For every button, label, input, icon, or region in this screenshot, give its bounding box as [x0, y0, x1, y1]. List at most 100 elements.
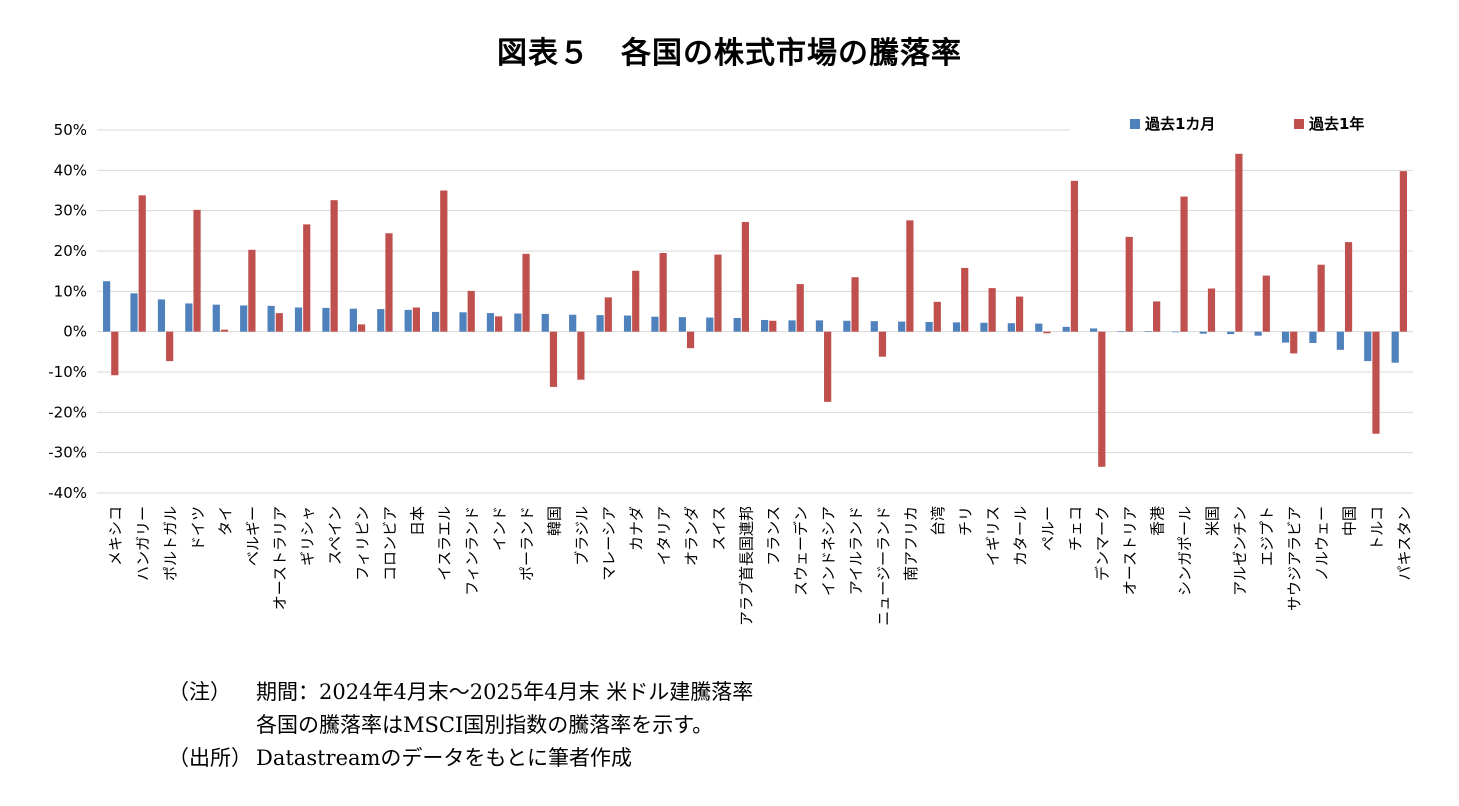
bar — [157, 299, 166, 332]
bar — [103, 281, 111, 332]
source-row: （出所） Datastreamのデータをもとに筆者作成 — [168, 742, 753, 775]
bar — [577, 331, 585, 380]
x-tick-label: アラブ首長国連邦 — [737, 506, 755, 626]
bar — [1090, 328, 1098, 332]
bar — [659, 253, 667, 332]
x-tick-label: タイ — [216, 506, 234, 536]
x-tick-label: インド — [491, 506, 509, 551]
bar — [1207, 288, 1216, 332]
bar — [651, 316, 659, 332]
bar — [138, 195, 146, 332]
x-tick-label: 台湾 — [929, 506, 947, 536]
bar — [404, 309, 412, 332]
x-tick-label: ブラジル — [573, 506, 591, 566]
x-tick-label: 香港 — [1149, 506, 1167, 536]
bar — [514, 313, 522, 332]
bar — [1153, 301, 1161, 332]
bar — [714, 254, 722, 332]
bar — [357, 324, 366, 332]
bar — [193, 209, 201, 332]
x-tick-label: コロンビア — [381, 506, 399, 581]
x-tick-label: ドイツ — [189, 506, 207, 551]
source-label: （出所） — [168, 746, 252, 770]
x-tick-label: メキシコ — [107, 506, 125, 566]
bar — [1336, 331, 1344, 350]
y-tick-label: 50% — [54, 121, 87, 139]
x-tick-label: トルコ — [1368, 506, 1386, 551]
bar — [1317, 264, 1325, 332]
bar — [267, 305, 275, 332]
bar — [906, 220, 914, 332]
bar — [212, 304, 220, 332]
bar — [1227, 331, 1235, 335]
bar — [377, 309, 385, 332]
x-tick-label: オーストラリア — [271, 506, 289, 610]
bar-chart: 50% 40% 30% 20% 10% 0% -10% -20% -30% -40% メキシコ ハン… — [48, 115, 1414, 626]
y-axis: 50% 40% 30% 20% 10% 0% -10% -20% -30% -40% — [48, 121, 87, 502]
y-tick-label: -30% — [48, 444, 87, 462]
x-tick-label: パキスタン — [1395, 506, 1413, 581]
bar — [988, 288, 996, 332]
gridlines — [97, 129, 1413, 494]
bar — [1254, 331, 1262, 336]
x-tick-label: フィリピン — [353, 506, 371, 581]
bar — [185, 303, 193, 332]
y-tick-label: 40% — [54, 161, 87, 179]
bar — [130, 293, 138, 332]
x-tick-label: 日本 — [408, 506, 426, 536]
bar — [220, 329, 229, 332]
bar — [275, 313, 283, 332]
bar — [632, 270, 640, 332]
x-tick-label: インドネシア — [820, 506, 838, 596]
x-tick-label: フィンランド — [463, 506, 481, 596]
chart-title: 図表５ 各国の株式市場の騰落率 — [497, 36, 962, 71]
bar — [741, 221, 749, 332]
x-tick-label: スイス — [710, 506, 728, 551]
bar — [1235, 153, 1243, 332]
bar — [1035, 323, 1043, 332]
x-tick-label: ニュージーランド — [874, 506, 892, 626]
y-tick-label: 30% — [54, 202, 87, 220]
legend-label: 過去1カ月 — [1144, 115, 1215, 133]
x-tick-label: ポルトガル — [162, 506, 180, 581]
bar — [549, 331, 558, 387]
bar — [459, 312, 467, 332]
x-tick-label: オーストリア — [1121, 506, 1139, 595]
bar — [1144, 331, 1153, 332]
bar — [843, 320, 851, 332]
bar — [769, 320, 777, 332]
bar — [870, 321, 878, 332]
bar — [240, 305, 248, 332]
x-tick-label: 米国 — [1203, 506, 1221, 536]
legend: 過去1カ月 過去1年 — [1130, 115, 1364, 133]
bar — [432, 311, 440, 332]
x-tick-label: オランダ — [682, 506, 700, 566]
note-description: 各国の騰落率はMSCI国別指数の騰落率を示す。 — [256, 713, 714, 737]
x-tick-label: アイルランド — [847, 506, 865, 595]
bar — [796, 284, 804, 332]
bar — [1309, 331, 1317, 343]
bar — [1070, 180, 1078, 332]
bar — [1199, 331, 1207, 334]
bar — [815, 320, 824, 332]
bar — [1015, 296, 1024, 332]
x-tick-label: 中国 — [1340, 506, 1358, 536]
legend-swatch — [1130, 119, 1140, 129]
bar — [412, 307, 420, 332]
bar — [1281, 331, 1290, 343]
x-tick-label: イタリア — [655, 506, 673, 565]
x-tick-label: デンマーク — [1094, 506, 1112, 581]
y-tick-label: -20% — [48, 403, 87, 421]
x-tick-label: ベルギー — [244, 506, 262, 566]
bar — [596, 315, 604, 332]
bar — [1364, 331, 1372, 362]
x-tick-label: エジプト — [1258, 506, 1276, 566]
x-tick-label: 韓国 — [545, 506, 563, 536]
x-tick-label: マレーシア — [600, 506, 618, 581]
bar — [1372, 331, 1380, 434]
bar — [349, 308, 357, 332]
x-tick-label: シンガポール — [1176, 506, 1194, 596]
bar — [686, 331, 695, 349]
note-row-2: 各国の騰落率はMSCI国別指数の騰落率を示す。 — [168, 709, 753, 742]
x-axis: メキシコ ハンガリー ポルトガル ドイツ タイ ベルギー オーストラリア ギリシャ スペイン フィ… — [107, 506, 1414, 626]
